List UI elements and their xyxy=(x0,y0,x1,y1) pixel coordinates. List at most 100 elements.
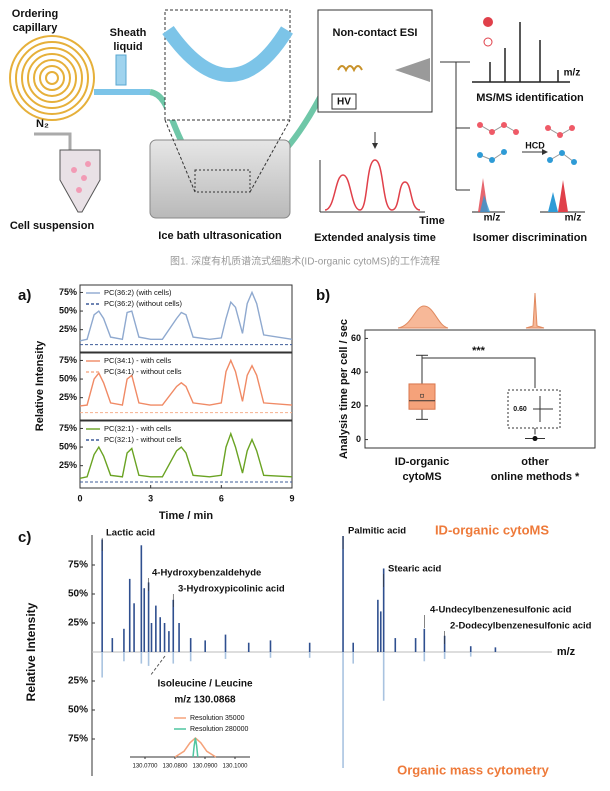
legend-label: Resolution 280000 xyxy=(190,726,248,733)
y-tick-label: 75% xyxy=(68,734,88,745)
label: Time xyxy=(419,215,444,227)
caption: 图1. 深度有机质谱流式细胞术(ID-organic cytoMS)的工作流程 xyxy=(170,255,440,268)
y-tick-label: 25% xyxy=(68,618,88,629)
zoom-area xyxy=(194,169,251,193)
annotation: Isoleucine / Leucine xyxy=(157,679,252,690)
y-tick-label: 75% xyxy=(59,355,77,365)
label: Extended analysis time xyxy=(314,232,436,244)
x-tick-label: 130.0900 xyxy=(192,764,218,770)
gas-line xyxy=(34,132,72,150)
significance-bracket xyxy=(421,357,536,388)
y-tick-label: 50% xyxy=(68,705,88,716)
x-tick-label: 9 xyxy=(289,493,294,503)
y-tick-label: 75% xyxy=(59,423,77,433)
annotation: Stearic acid xyxy=(388,564,442,575)
y-tick-label: 0 xyxy=(356,434,361,444)
x-tick-label: 3 xyxy=(148,493,153,503)
y-tick-label: 25% xyxy=(59,460,77,470)
annotation: *** xyxy=(472,345,486,357)
y-tick-label: 60 xyxy=(351,333,361,343)
zoom-tube xyxy=(162,25,293,82)
annotation: m/z 130.0868 xyxy=(174,695,236,706)
label: Isomer discrimination xyxy=(473,232,588,244)
x-tick-label: cytoMS xyxy=(402,471,441,483)
label: MS/MS identification xyxy=(476,92,584,104)
y-tick-label: 50% xyxy=(59,441,77,451)
label: Ice bath ultrasonication xyxy=(158,230,282,242)
y-tick-label: 75% xyxy=(68,560,88,571)
label: N₂ xyxy=(36,118,49,130)
y-tick-label: 20 xyxy=(351,400,361,410)
x-tick-label: 0 xyxy=(77,493,82,503)
legend-label: PC(34:1) - with cells xyxy=(104,356,171,365)
inset-label: 0.60 xyxy=(513,406,527,413)
inlet xyxy=(395,58,430,82)
x-tick-label: 130.0800 xyxy=(162,764,188,770)
annotation: 4-Hydroxybenzaldehyde xyxy=(152,568,261,579)
y-tick-label: 50% xyxy=(59,305,77,315)
panel-label: b) xyxy=(316,287,330,304)
series-line xyxy=(79,290,293,342)
legend-label: PC(36:2) (with cells) xyxy=(104,288,172,297)
x-tick-label: ID-organic xyxy=(395,456,449,468)
plot-frame xyxy=(79,352,293,421)
plot-frame xyxy=(364,329,596,449)
leader xyxy=(149,655,166,677)
hv-box xyxy=(331,93,357,110)
branch xyxy=(440,61,470,191)
legend-label: PC(32:1) - without cells xyxy=(104,435,182,444)
annotation: 2-Dodecylbenzenesulfonic acid xyxy=(450,621,592,632)
msms-spectrum xyxy=(472,22,570,83)
y-axis-label: Relative Intensity xyxy=(34,340,46,431)
label: liquid xyxy=(113,41,142,53)
vial xyxy=(59,149,101,213)
label: Cell suspension xyxy=(10,220,95,232)
ice-bath xyxy=(149,139,291,219)
schematic: Ordering capillary Sheath liquid N₂ Cell… xyxy=(9,8,588,244)
x-tick-label: other xyxy=(521,456,549,468)
distribution xyxy=(525,292,545,329)
label: Sheath xyxy=(110,27,147,39)
legend-label: PC(34:1) - without cells xyxy=(104,367,182,376)
capillary-coil xyxy=(9,35,95,121)
y-tick-label: 75% xyxy=(59,287,77,297)
y-axis-label: Analysis time per cell / sec xyxy=(338,319,350,459)
y-tick-label: 25% xyxy=(68,676,88,687)
annotation: Lactic acid xyxy=(106,528,155,539)
x-tick-label: online methods * xyxy=(491,471,580,483)
label: capillary xyxy=(13,22,59,34)
zoom-lines xyxy=(164,119,291,193)
sheath-inlet xyxy=(115,54,127,86)
y-tick-label: 40 xyxy=(351,367,361,377)
y-tick-label: 50% xyxy=(59,373,77,383)
point xyxy=(532,436,538,442)
label: HV xyxy=(337,97,351,108)
panel-label: c) xyxy=(18,529,31,546)
annotation: 3-Hydroxypicolinic acid xyxy=(178,584,285,595)
y-tick-label: 25% xyxy=(59,324,77,334)
coil xyxy=(337,65,363,73)
zoom-box xyxy=(164,9,291,121)
y-tick-label: 25% xyxy=(59,392,77,402)
plot-frame xyxy=(79,284,293,353)
series-line xyxy=(192,737,199,758)
panel-label: a) xyxy=(18,287,31,304)
distribution xyxy=(397,305,449,329)
mean xyxy=(420,393,424,398)
axis xyxy=(319,160,425,213)
label: m/z xyxy=(565,213,582,224)
label: m/z xyxy=(564,68,581,79)
x-axis-label: Time / min xyxy=(159,510,213,522)
label: m/z xyxy=(484,213,501,224)
label: Ordering xyxy=(12,8,58,20)
annotation: Palmitic acid xyxy=(348,526,406,537)
plot-frame xyxy=(79,420,293,489)
chromatogram xyxy=(324,159,421,211)
label: Non-contact ESI xyxy=(333,27,418,39)
y-tick-label: 50% xyxy=(68,589,88,600)
legend-label: PC(36:2) (without cells) xyxy=(104,299,182,308)
series-line xyxy=(79,431,293,479)
series-name: ID-organic cytoMS xyxy=(435,522,549,537)
x-tick-label: 6 xyxy=(219,493,224,503)
